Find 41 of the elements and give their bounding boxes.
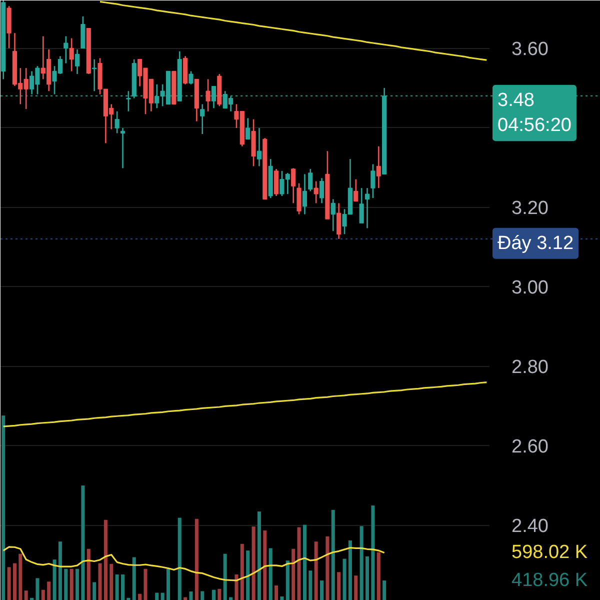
candlestick <box>330 198 336 232</box>
candlestick <box>120 127 126 169</box>
candlestick <box>308 168 313 192</box>
y-tick-label: 2.40 <box>512 516 548 538</box>
y-tick-label: 2.80 <box>512 357 548 378</box>
line-series <box>99 0 488 61</box>
line-series <box>2 382 488 428</box>
candlestick <box>319 177 324 204</box>
candlestick <box>354 178 358 202</box>
candlestick <box>92 58 97 92</box>
candlestick <box>314 180 318 204</box>
candlestick <box>336 202 342 240</box>
candlestick <box>246 117 250 140</box>
candlestick <box>114 110 120 134</box>
candlestick <box>359 187 364 224</box>
ref-line-label: Đáy 3.12 <box>498 232 574 254</box>
y-tick-label: 3.60 <box>512 39 548 60</box>
line-series <box>2 546 386 582</box>
candlestick <box>370 164 376 199</box>
ref-line-label: 3.48 04:56:20 <box>498 90 572 136</box>
candlestick <box>291 168 296 204</box>
candlestick <box>302 173 307 215</box>
candlestick <box>364 187 370 229</box>
candlestick <box>206 78 210 112</box>
candlestick <box>126 90 131 112</box>
candlestick <box>211 86 216 109</box>
candlestick <box>274 168 279 197</box>
candlestick <box>256 127 262 167</box>
candlestick <box>64 36 68 64</box>
candlestick <box>69 38 74 72</box>
candlestick <box>296 182 302 215</box>
candlestick <box>80 16 86 49</box>
candlestick <box>376 146 381 189</box>
y2-tick-label: 598.02 K <box>512 542 588 564</box>
y2-tick-label: 418.96 K <box>512 570 588 591</box>
y-tick-label: 2.60 <box>512 436 548 458</box>
candlestick <box>200 104 205 135</box>
candlestick <box>74 48 80 75</box>
candlestick <box>188 70 194 85</box>
y-tick-label: 3.20 <box>512 198 548 220</box>
y-tick-label: 3.00 <box>512 278 548 299</box>
